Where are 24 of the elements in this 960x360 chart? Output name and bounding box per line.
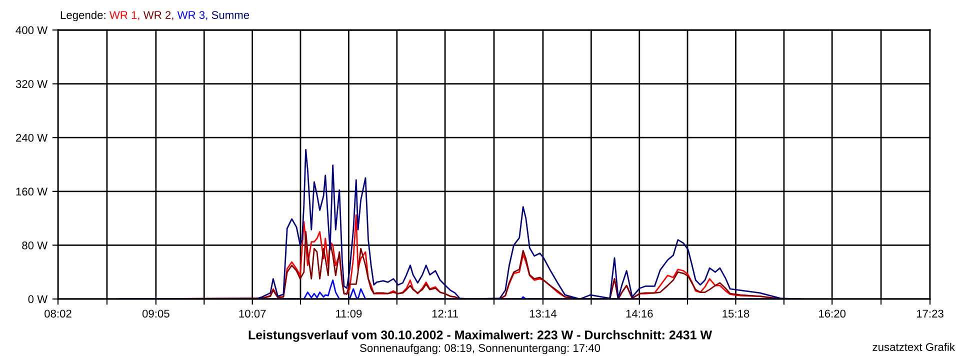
text: Leistungsverlauf vom 30.10.2002 - Maximalwert: 223 W - Durchschnitt: 2431 W — [248, 330, 712, 342]
x-tick-label: 10:07 — [239, 310, 266, 318]
x-tick-label: 13:14 — [530, 310, 557, 318]
y-tick-label: 80 W — [22, 241, 48, 250]
x-tick-label: 11:09 — [336, 310, 362, 318]
text: WR 1, — [109, 11, 140, 20]
x-tick-label: 14:16 — [626, 310, 653, 318]
legend-title: Legende: — [60, 10, 106, 22]
text: WR 2, — [143, 11, 174, 20]
x-tick-label: 12:11 — [432, 310, 458, 318]
y-tick-label: 0 W — [28, 295, 48, 304]
x-tick-label: 09:05 — [142, 310, 170, 318]
x-tick-label: 08:02 — [44, 310, 72, 318]
text: zusatztext Grafik — [872, 342, 956, 351]
text: Summe — [212, 11, 250, 19]
x-tick-label: 15:18 — [722, 310, 750, 318]
x-tick-label: 17:23 — [916, 310, 944, 318]
text: Sonnenaufgang: 08:19, Sonnenuntergang: 17:40 — [360, 344, 600, 354]
y-tick-label: 400 W — [16, 26, 48, 34]
y-tick-label: 240 W — [16, 134, 48, 142]
text: WR 3, — [177, 11, 208, 20]
y-tick-label: 160 W — [16, 188, 48, 196]
y-tick-label: 320 W — [16, 80, 48, 88]
x-tick-label: 16:20 — [819, 310, 846, 318]
